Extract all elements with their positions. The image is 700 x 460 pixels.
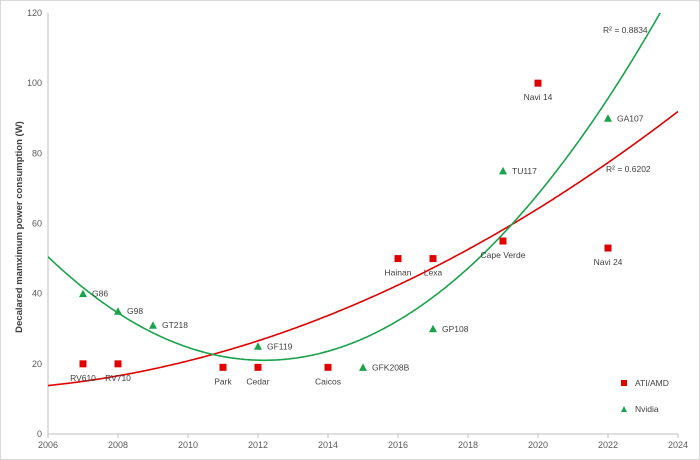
data-markers (79, 79, 612, 371)
point-label-hainan: Hainan (385, 268, 412, 278)
marker-hainan (394, 255, 402, 263)
point-label-gp108: GP108 (442, 324, 469, 334)
point-label-gt218: GT218 (162, 320, 188, 330)
point-label-rv710: RV710 (105, 373, 131, 383)
x-tick-label: 2008 (108, 440, 128, 450)
marker-lexa (429, 255, 437, 263)
marker-g98 (114, 307, 122, 315)
r2-label-nvidia: R² = 0.8834 (603, 25, 648, 35)
marker-cedar (254, 363, 262, 371)
point-label-cape-verde: Cape Verde (481, 250, 526, 260)
marker-navi-14 (534, 79, 542, 87)
marker-cape-verde (499, 237, 507, 245)
axes: 2006 2008 2010 2012 2014 2016 2018 2020 2022 2024… (27, 8, 688, 450)
point-label-caicos: Caicos (315, 376, 341, 386)
x-tick-label: 2018 (458, 440, 478, 450)
point-label-gf119: GF119 (267, 341, 293, 351)
marker-rv610 (79, 360, 87, 368)
marker-navi-24 (604, 244, 612, 252)
legend-label-nvidia: Nvidia (635, 404, 659, 414)
x-tick-label: 2016 (388, 440, 408, 450)
x-tick-label: 2020 (528, 440, 548, 450)
point-label-tu117: TU117 (512, 166, 537, 176)
marker-g86 (79, 289, 87, 298)
point-label-ga107: GA107 (617, 113, 644, 123)
y-axis-label: Decalared mamximum power consumption (W) (14, 121, 25, 333)
y-tick-label: 20 (32, 359, 42, 369)
y-tick-label: 100 (27, 78, 42, 88)
x-tick-label: 2010 (178, 440, 198, 450)
point-label-navi-24: Navi 24 (594, 257, 623, 267)
y-tick-label: 60 (32, 219, 42, 229)
point-label-g86: G86 (92, 289, 108, 299)
marker-tu117 (499, 166, 507, 175)
point-label-gfk208b: GFK208B (372, 362, 410, 372)
legend-marker-ati-amd (621, 380, 627, 386)
marker-ga107 (604, 114, 612, 122)
point-label-cedar: Cedar (246, 376, 269, 386)
point-label-g98: G98 (127, 306, 143, 316)
trendline-nvidia (48, 13, 662, 362)
trendlines (48, 13, 678, 387)
legend-marker-nvidia (621, 406, 627, 412)
marker-gf119 (254, 342, 262, 350)
marker-gfk208b (359, 363, 367, 371)
y-tick-label: 120 (27, 8, 42, 18)
x-tick-label: 2024 (668, 440, 688, 450)
marker-caicos (324, 363, 332, 371)
x-tick-label: 2012 (248, 440, 268, 450)
x-tick-label: 2014 (318, 440, 338, 450)
point-label-park: Park (214, 376, 232, 386)
legend: ATI/AMD Nvidia (621, 378, 669, 414)
y-tick-label: 0 (37, 429, 42, 439)
y-tick-label: 40 (32, 289, 42, 299)
x-tick-label: 2006 (38, 440, 58, 450)
marker-rv710 (114, 360, 122, 368)
point-label-lexa: Lexa (424, 268, 443, 278)
r2-label-ati-amd: R² = 0.6202 (606, 164, 651, 174)
marker-gp108 (429, 324, 437, 333)
legend-label-ati-amd: ATI/AMD (635, 378, 669, 388)
point-labels: RV610 RV710 Park Cedar Caicos Hainan Lexa Cape … (70, 92, 644, 386)
marker-gt218 (149, 321, 157, 329)
point-label-rv610: RV610 (70, 373, 96, 383)
marker-park (219, 363, 227, 371)
point-label-navi-14: Navi 14 (524, 92, 553, 102)
x-tick-label: 2022 (598, 440, 618, 450)
trendline-ati-amd (48, 110, 678, 387)
y-tick-label: 80 (32, 148, 42, 158)
